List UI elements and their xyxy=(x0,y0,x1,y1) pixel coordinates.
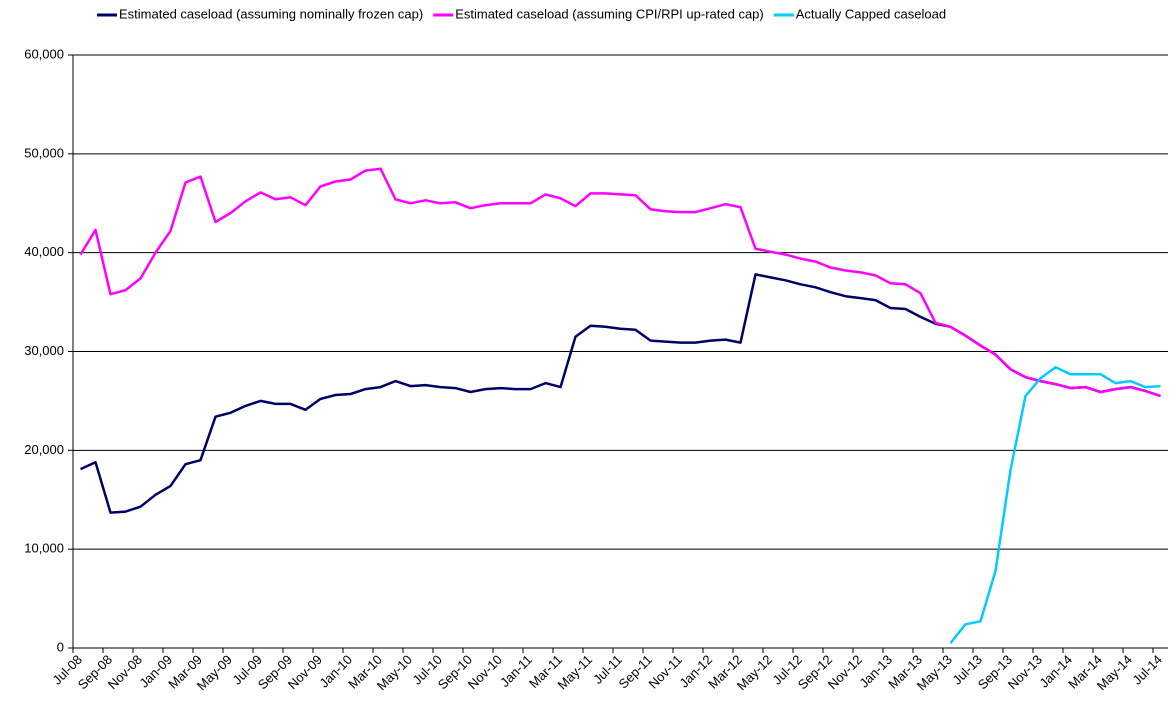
x-tick-label: May-11 xyxy=(554,652,595,693)
series-line xyxy=(79,167,1161,398)
y-tick-label: 10,000 xyxy=(24,541,64,556)
series-line xyxy=(79,273,1161,514)
legend-label: Actually Capped caseload xyxy=(796,6,946,21)
x-tick-label: Nov-12 xyxy=(825,652,865,692)
x-tick-label: Jul-14 xyxy=(1129,652,1165,688)
y-tick-label: 30,000 xyxy=(24,343,64,358)
legend-label: Estimated caseload (assuming nominally f… xyxy=(119,6,423,21)
y-tick-label: 0 xyxy=(57,639,64,654)
y-tick-label: 50,000 xyxy=(24,145,64,160)
y-tick-label: 40,000 xyxy=(24,244,64,259)
x-tick-label: Nov-11 xyxy=(645,652,685,692)
y-tick-label: 60,000 xyxy=(24,46,64,61)
x-tick-label: Nov-13 xyxy=(1005,652,1045,692)
series-line xyxy=(949,366,1161,644)
y-tick-label: 20,000 xyxy=(24,442,64,457)
x-tick-label: Nov-10 xyxy=(465,652,505,692)
legend-label: Estimated caseload (assuming CPI/RPI up-… xyxy=(455,6,764,21)
x-tick-label: Nov-09 xyxy=(285,652,325,692)
x-tick-label: Nov-08 xyxy=(105,652,145,692)
